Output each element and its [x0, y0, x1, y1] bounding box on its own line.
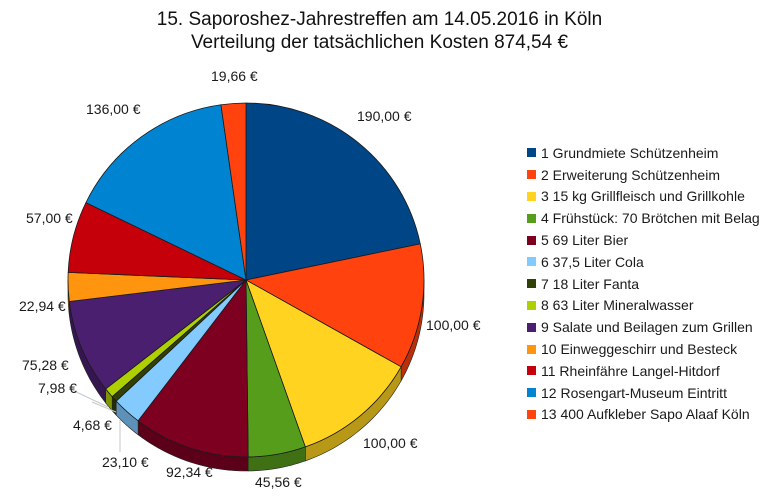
- legend-swatch-icon: [527, 148, 536, 158]
- legend-swatch-icon: [527, 366, 536, 376]
- value-label-8: 7,98 €: [38, 380, 77, 396]
- legend-label: 6 37,5 Liter Cola: [541, 253, 644, 270]
- legend-item-5: 5 69 Liter Bier: [527, 229, 760, 251]
- legend-swatch-icon: [527, 191, 536, 201]
- legend-swatch-icon: [527, 388, 536, 398]
- legend-item-3: 3 15 kg Grillfleisch und Grillkohle: [527, 186, 760, 208]
- legend-label: 7 18 Liter Fanta: [541, 275, 640, 292]
- legend-item-10: 10 Einweggeschirr und Besteck: [527, 338, 760, 360]
- chart-title-line-2: Verteilung der tatsächlichen Kosten 874,…: [190, 32, 569, 53]
- value-label-7: 4,68 €: [73, 417, 112, 433]
- legend-label: 1 Grundmiete Schützenheim: [541, 144, 719, 161]
- legend-item-9: 9 Salate und Beilagen zum Grillen: [527, 316, 760, 338]
- legend-swatch-icon: [527, 322, 536, 332]
- value-label-5: 92,34 €: [166, 464, 213, 480]
- legend-swatch-icon: [527, 257, 536, 267]
- legend-label: 13 400 Aufkleber Sapo Alaaf Köln: [541, 406, 750, 423]
- value-label-13: 19,66 €: [211, 68, 258, 84]
- chart-legend: 1 Grundmiete Schützenheim 2 Erweiterung S…: [527, 142, 760, 425]
- leader-line: [69, 388, 109, 408]
- legend-swatch-icon: [527, 409, 536, 419]
- value-label-2: 100,00 €: [426, 317, 481, 333]
- pie-slice-3: [245, 279, 402, 448]
- legend-swatch-icon: [527, 279, 536, 289]
- pie-slice-5: [137, 279, 249, 458]
- value-label-4: 45,56 €: [255, 474, 302, 490]
- legend-label: 5 69 Liter Bier: [541, 232, 629, 249]
- chart-title-line-1: 15. Saporoshez-Jahrestreffen am 14.05.20…: [156, 9, 603, 30]
- value-label-6: 23,10 €: [102, 454, 149, 470]
- legend-item-12: 12 Rosengart-Museum Eintritt: [527, 382, 760, 404]
- leader-line: [91, 401, 117, 413]
- legend-item-13: 13 400 Aufkleber Sapo Alaaf Köln: [527, 404, 760, 426]
- legend-item-4: 4 Frühstück: 70 Brötchen mit Belag: [527, 207, 760, 229]
- legend-swatch-icon: [527, 300, 536, 310]
- legend-label: 8 63 Liter Mineralwasser: [541, 297, 694, 314]
- value-label-11: 57,00 €: [26, 210, 73, 226]
- pie-slice-12: [85, 104, 247, 281]
- legend-label: 2 Erweiterung Schützenheim: [541, 166, 720, 183]
- legend-label: 4 Frühstück: 70 Brötchen mit Belag: [541, 210, 760, 227]
- legend-label: 3 15 kg Grillfleisch und Grillkohle: [541, 188, 745, 205]
- legend-label: 11 Rheinfähre Langel-Hitdorf: [541, 362, 720, 379]
- legend-item-2: 2 Erweiterung Schützenheim: [527, 164, 760, 186]
- value-label-3: 100,00 €: [363, 435, 418, 451]
- legend-item-8: 8 63 Liter Mineralwasser: [527, 295, 760, 317]
- legend-item-1: 1 Grundmiete Schützenheim: [527, 142, 760, 164]
- value-label-12: 136,00 €: [86, 101, 141, 117]
- pie-slice-9: [68, 279, 247, 390]
- pie-slice-2: [245, 243, 425, 368]
- legend-swatch-icon: [527, 170, 536, 180]
- legend-swatch-icon: [527, 213, 536, 223]
- legend-swatch-icon: [527, 235, 536, 245]
- legend-item-7: 7 18 Liter Fanta: [527, 273, 760, 295]
- legend-label: 10 Einweggeschirr und Besteck: [541, 341, 738, 358]
- pie-slice-1: [245, 102, 421, 281]
- legend-label: 12 Rosengart-Museum Eintritt: [541, 384, 727, 401]
- value-label-9: 75,28 €: [22, 357, 69, 373]
- value-label-10: 22,94 €: [19, 298, 66, 314]
- legend-label: 9 Salate und Beilagen zum Grillen: [541, 319, 753, 336]
- legend-item-6: 6 37,5 Liter Cola: [527, 251, 760, 273]
- value-label-1: 190,00 €: [357, 108, 412, 124]
- pie-slice-13: [220, 102, 247, 281]
- legend-item-11: 11 Rheinfähre Langel-Hitdorf: [527, 360, 760, 382]
- legend-swatch-icon: [527, 344, 536, 354]
